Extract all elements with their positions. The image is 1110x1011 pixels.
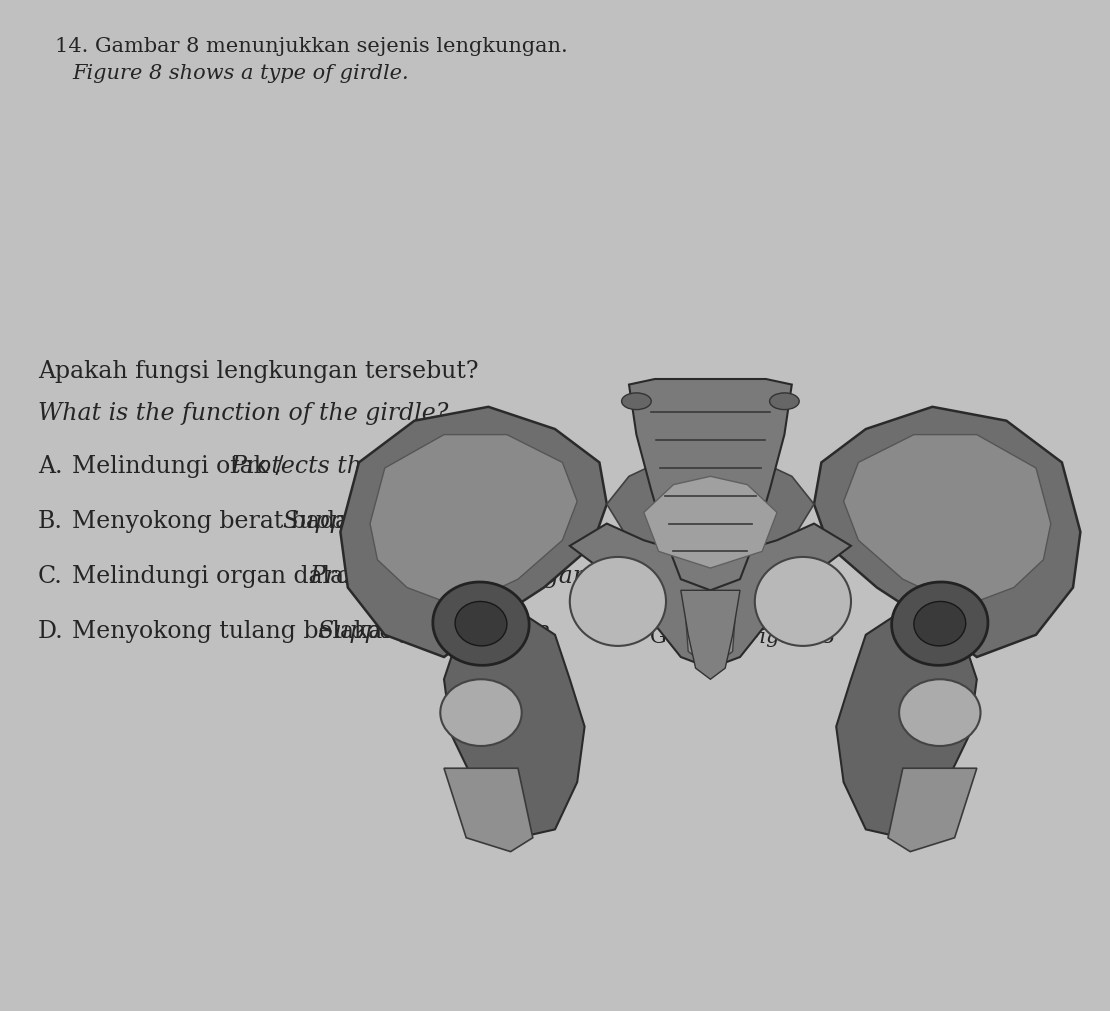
Polygon shape — [444, 768, 533, 852]
Polygon shape — [633, 331, 788, 347]
Polygon shape — [629, 379, 791, 590]
Polygon shape — [341, 407, 607, 657]
Text: 14. Gambar 8 menunjukkan sejenis lengkungan.: 14. Gambar 8 menunjukkan sejenis lengkun… — [56, 37, 567, 56]
Ellipse shape — [433, 582, 529, 665]
Ellipse shape — [441, 679, 522, 746]
Ellipse shape — [891, 582, 988, 665]
Text: Protects internal organs: Protects internal organs — [310, 564, 601, 587]
Polygon shape — [636, 351, 785, 366]
Ellipse shape — [455, 602, 507, 646]
Polygon shape — [685, 602, 736, 668]
Polygon shape — [836, 616, 977, 838]
Text: D.: D. — [38, 620, 63, 642]
Ellipse shape — [569, 557, 666, 646]
Polygon shape — [625, 286, 796, 302]
Text: Apakah fungsi lengkungan tersebut?: Apakah fungsi lengkungan tersebut? — [38, 360, 478, 382]
Polygon shape — [888, 768, 977, 852]
Text: Supports body weight: Supports body weight — [283, 510, 546, 533]
Ellipse shape — [769, 393, 799, 410]
Polygon shape — [844, 435, 1051, 608]
Text: Menyokong berat badan /: Menyokong berat badan / — [72, 510, 387, 533]
Text: Gambar /: Gambar / — [650, 628, 755, 646]
Text: A.: A. — [38, 455, 62, 477]
Text: What is the function of the girdle?: What is the function of the girdle? — [38, 401, 448, 425]
Text: B.: B. — [38, 510, 63, 533]
Ellipse shape — [755, 557, 851, 646]
Ellipse shape — [914, 602, 966, 646]
Polygon shape — [607, 457, 814, 579]
Text: Melindungi organ dalaman /: Melindungi organ dalaman / — [72, 564, 418, 587]
Polygon shape — [680, 590, 740, 679]
Text: C.: C. — [38, 564, 63, 587]
Polygon shape — [629, 308, 791, 325]
Text: Figure 8 shows a type of girdle.: Figure 8 shows a type of girdle. — [72, 64, 408, 83]
Text: Menyokong tulang belakang /: Menyokong tulang belakang / — [72, 620, 435, 642]
Text: Figure 8: Figure 8 — [745, 628, 835, 646]
Ellipse shape — [899, 679, 980, 746]
Polygon shape — [622, 264, 799, 280]
Polygon shape — [444, 616, 585, 838]
Polygon shape — [814, 407, 1080, 657]
Text: Melindungi otak /: Melindungi otak / — [72, 455, 291, 477]
Polygon shape — [644, 477, 777, 568]
Ellipse shape — [622, 393, 652, 410]
Polygon shape — [370, 435, 577, 608]
Text: Supports backbone: Supports backbone — [319, 620, 551, 642]
Text: Protects the brain: Protects the brain — [231, 455, 447, 477]
Polygon shape — [569, 524, 851, 668]
